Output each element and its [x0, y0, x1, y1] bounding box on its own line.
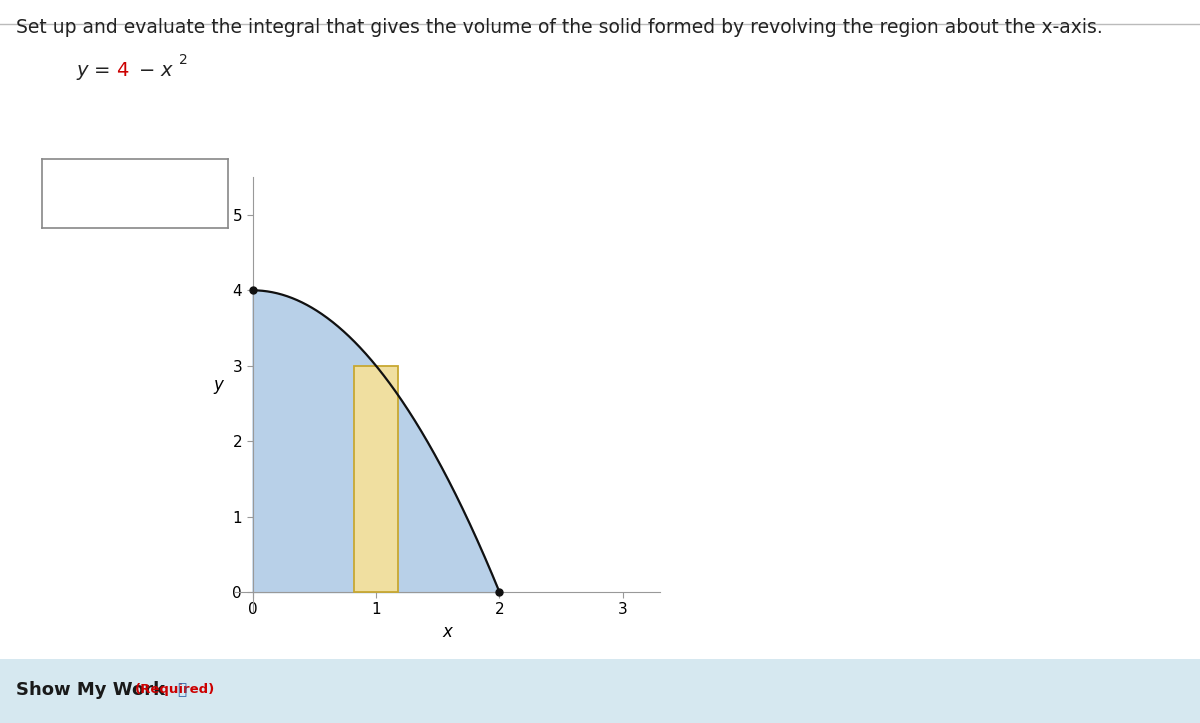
Text: $-$ $x$: $-$ $x$: [132, 61, 174, 80]
X-axis label: x: x: [442, 623, 452, 641]
Text: (Required): (Required): [134, 683, 215, 696]
Text: Set up and evaluate the integral that gives the volume of the solid formed by re: Set up and evaluate the integral that gi…: [16, 18, 1103, 37]
Text: Show My Work: Show My Work: [16, 681, 164, 699]
Y-axis label: y: y: [214, 376, 223, 394]
Text: $2$: $2$: [178, 54, 187, 67]
Text: ⓘ: ⓘ: [178, 683, 187, 698]
Text: =: =: [94, 61, 116, 80]
Bar: [354, 366, 398, 592]
Text: $4$: $4$: [116, 61, 130, 80]
Text: $y$: $y$: [76, 63, 90, 82]
